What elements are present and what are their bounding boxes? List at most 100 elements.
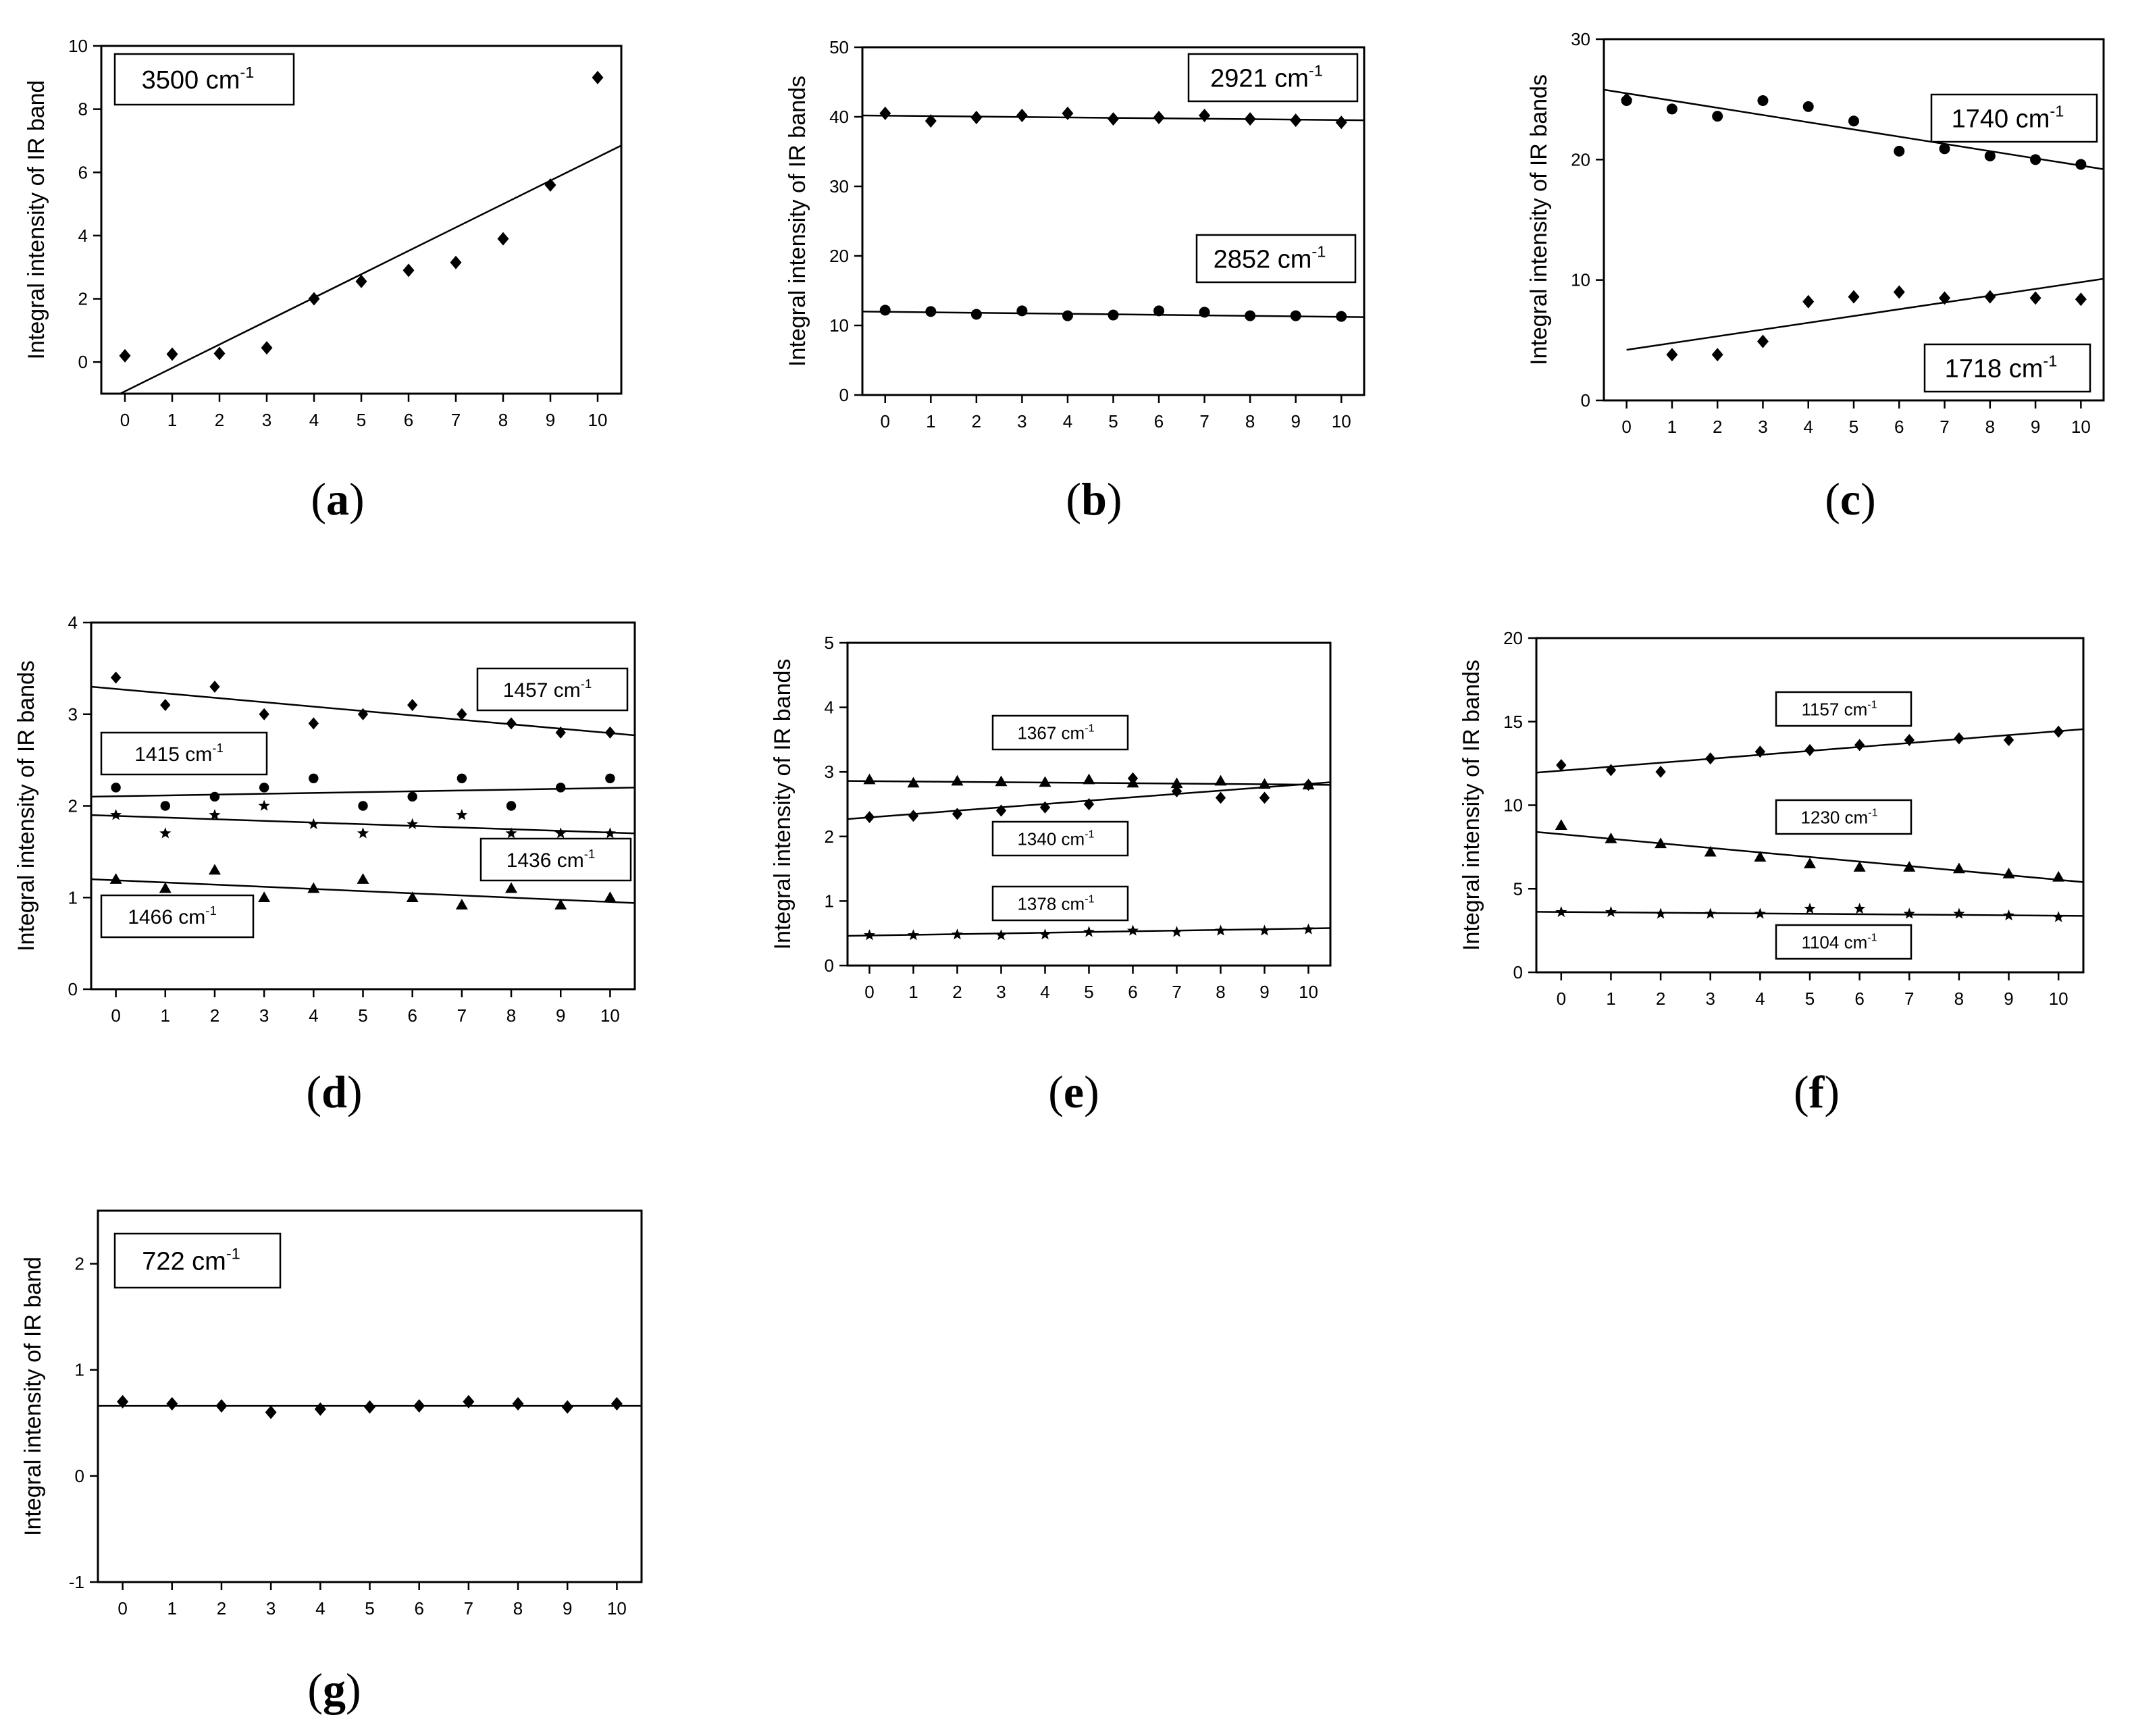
data-point bbox=[1953, 908, 1965, 919]
data-point bbox=[1303, 779, 1314, 791]
x-tick-label: 7 bbox=[1199, 411, 1209, 431]
y-tick-label: 2 bbox=[825, 826, 834, 847]
x-tick-label: 0 bbox=[881, 411, 890, 431]
x-tick-label: 10 bbox=[1332, 411, 1351, 431]
series-label: 1457 cm-1 bbox=[503, 677, 592, 702]
series-label: 722 cm-1 bbox=[142, 1245, 240, 1276]
data-point bbox=[1555, 819, 1567, 830]
panel-tag: (d) bbox=[306, 1066, 362, 1117]
data-point bbox=[1757, 95, 1769, 106]
data-point bbox=[309, 773, 319, 783]
y-tick-label: 3 bbox=[825, 762, 834, 782]
fit-line bbox=[90, 814, 635, 835]
data-point bbox=[970, 111, 983, 125]
x-tick-label: 10 bbox=[607, 1598, 627, 1619]
x-tick-label: 6 bbox=[1894, 417, 1904, 437]
data-point bbox=[1754, 745, 1766, 758]
data-point bbox=[208, 864, 221, 875]
series-label: 1718 cm-1 bbox=[1945, 352, 2058, 384]
data-point bbox=[261, 341, 273, 355]
data-point bbox=[1802, 101, 1814, 112]
y-tick-label: 0 bbox=[825, 955, 834, 976]
y-tick-label: 4 bbox=[78, 226, 88, 246]
data-point bbox=[604, 827, 616, 839]
data-point bbox=[610, 1397, 623, 1411]
data-point bbox=[357, 708, 369, 720]
series-label: 1415 cm-1 bbox=[134, 741, 224, 766]
y-axis-title: Integral intensity of IR band bbox=[24, 80, 49, 360]
data-point bbox=[1804, 743, 1815, 756]
data-point bbox=[1214, 774, 1227, 786]
y-tick-label: 10 bbox=[1571, 270, 1590, 290]
data-point bbox=[604, 726, 616, 739]
y-tick-label: 20 bbox=[1571, 149, 1590, 169]
x-tick-label: 5 bbox=[1108, 411, 1118, 431]
y-axis-title: Integral intensity of IR bands bbox=[14, 660, 39, 951]
series-f-1: 1230 cm-1 bbox=[1536, 799, 2084, 883]
data-point bbox=[907, 929, 920, 941]
series-label-box bbox=[991, 820, 1129, 857]
data-point bbox=[879, 305, 891, 316]
data-point bbox=[995, 775, 1008, 787]
y-tick-label: 50 bbox=[829, 37, 849, 57]
data-point bbox=[402, 263, 415, 278]
x-tick-label: 8 bbox=[1216, 982, 1225, 1002]
series-f-2: 1104 cm-1 bbox=[1536, 902, 2084, 960]
series-label: 1378 cm-1 bbox=[1017, 893, 1094, 914]
series-e-2: 1378 cm-1 bbox=[847, 885, 1331, 941]
data-point bbox=[1083, 773, 1095, 785]
panel-tag: (e) bbox=[1048, 1066, 1099, 1117]
data-point bbox=[1126, 924, 1139, 936]
data-point bbox=[110, 809, 122, 820]
data-point bbox=[166, 1397, 178, 1411]
y-tick-label: 2 bbox=[78, 289, 88, 309]
series-label: 2921 cm-1 bbox=[1210, 62, 1323, 93]
x-tick-label: 0 bbox=[118, 1598, 127, 1619]
x-tick-label: 7 bbox=[464, 1598, 473, 1619]
y-tick-label: 4 bbox=[825, 698, 834, 718]
fit-line bbox=[1536, 831, 2084, 883]
x-tick-label: 1 bbox=[1667, 417, 1677, 437]
data-point bbox=[1904, 733, 1915, 746]
data-point bbox=[1199, 307, 1210, 318]
data-point bbox=[1712, 111, 1723, 122]
x-tick-label: 0 bbox=[864, 982, 874, 1002]
data-point bbox=[358, 801, 368, 811]
data-point bbox=[1153, 111, 1165, 125]
data-point bbox=[117, 1394, 129, 1409]
y-axis-title: Integral intensity of IR bands bbox=[1459, 660, 1484, 951]
x-tick-label: 2 bbox=[1713, 417, 1722, 437]
series-label: 3500 cm-1 bbox=[142, 63, 255, 95]
data-point bbox=[209, 791, 220, 802]
data-point bbox=[457, 708, 467, 720]
data-point bbox=[995, 929, 1008, 941]
y-tick-label: 1 bbox=[68, 887, 78, 908]
x-tick-label: 0 bbox=[120, 410, 130, 430]
data-point bbox=[1335, 115, 1347, 130]
fit-line bbox=[120, 144, 622, 395]
data-point bbox=[111, 783, 121, 793]
y-tick-label: 1 bbox=[825, 891, 834, 911]
x-tick-label: 8 bbox=[1985, 417, 1995, 437]
data-point bbox=[863, 773, 876, 785]
x-tick-label: 8 bbox=[1245, 411, 1255, 431]
chart-panel-a: 0 1 2 3 4 5 6 7 8 9 10 0 2 4 6 8 10 Integral intensity of… bbox=[24, 36, 623, 525]
x-tick-label: 3 bbox=[996, 982, 1006, 1002]
x-tick-label: 4 bbox=[1755, 989, 1765, 1009]
y-axis-title: Integral intensity of IR bands bbox=[1526, 74, 1552, 365]
x-tick-label: 10 bbox=[588, 410, 608, 430]
data-point bbox=[407, 699, 418, 712]
fit-line bbox=[1626, 278, 2104, 351]
x-tick-label: 2 bbox=[217, 1598, 226, 1619]
series-label: 1230 cm-1 bbox=[1800, 806, 1877, 827]
data-point bbox=[457, 773, 467, 783]
data-point bbox=[1083, 798, 1095, 810]
data-point bbox=[209, 809, 221, 820]
y-tick-label: 8 bbox=[78, 99, 88, 120]
x-tick-label: 6 bbox=[1854, 989, 1864, 1009]
series-d-0: 1457 cm-1 bbox=[90, 667, 635, 739]
data-point bbox=[1939, 143, 1950, 155]
series-label-box bbox=[100, 894, 255, 939]
data-point bbox=[951, 928, 964, 940]
series-label: 1740 cm-1 bbox=[1952, 103, 2064, 134]
